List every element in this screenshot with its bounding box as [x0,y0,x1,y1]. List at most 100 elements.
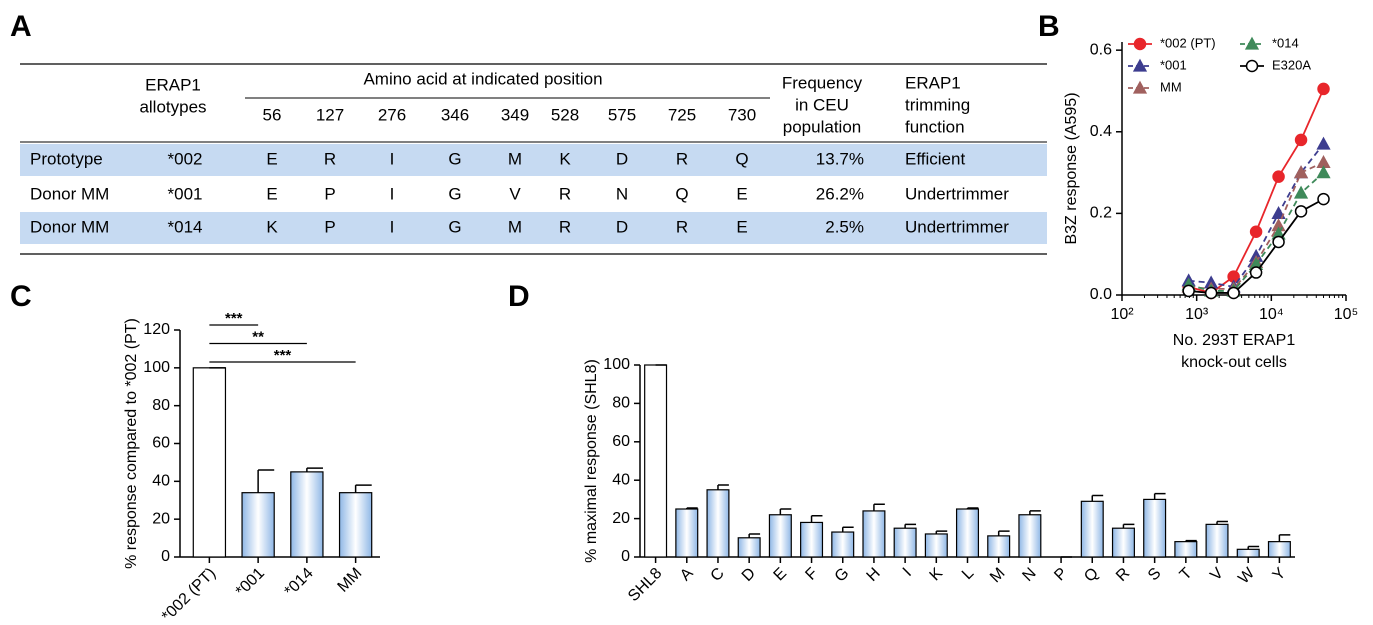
y-tick-label: 0.6 [1090,41,1112,58]
table-cell: R [559,217,571,236]
legend-label: MM [1160,79,1182,94]
x-tick-label: I [900,565,915,580]
x-tick-label: 10⁴ [1259,306,1284,323]
error-bar [686,507,698,509]
x-tick-label: *001 [233,565,268,600]
x-axis-label: No. 293T ERAP1 [1173,332,1296,349]
error-bar [904,523,917,529]
y-tick-label: 0 [621,548,630,565]
column-header: trimming [905,95,970,114]
error-bar [1029,510,1041,515]
table-cell: P [324,184,335,203]
bar [800,521,824,558]
legend-label: E320A [1272,57,1311,72]
x-tick-label: M [987,565,1008,586]
error-bar [1122,523,1135,529]
column-header: allotypes [139,97,206,116]
y-tick-label: 120 [143,321,170,338]
bar [644,364,668,558]
table-cell: E [266,184,277,203]
error-bar [1216,520,1228,525]
column-header: Frequency [782,73,863,92]
panel-label: A [10,10,32,43]
table-cell: I [390,149,395,168]
x-tick-label: SHL8 [625,565,665,605]
table-cell: 26.2% [816,184,864,203]
column-header: 725 [668,105,696,124]
table-cell: Efficient [905,149,965,168]
y-tick-label: 60 [152,435,170,452]
table-cell: V [509,184,521,203]
table-cell: R [324,149,336,168]
x-tick-label: E [771,565,791,585]
table-cell: Undertrimmer [905,217,1009,236]
marker [1316,136,1331,150]
y-tick-label: 60 [612,433,630,450]
x-tick-label: Q [1081,565,1102,586]
column-group-header: Amino acid at indicated position [363,69,602,88]
panel-label: D [508,280,530,313]
x-axis-label: knock-out cells [1181,354,1287,371]
y-tick-label: 40 [612,471,630,488]
significance-label: *** [274,347,292,364]
column-header: 276 [378,105,406,124]
y-tick-label: 40 [152,473,170,490]
bar [192,367,227,558]
table-cell: G [448,149,461,168]
error-bar [935,530,948,534]
marker [1316,165,1331,179]
table-cell: R [559,184,571,203]
column-header: ERAP1 [905,73,961,92]
x-tick-label: N [1019,565,1039,585]
error-bar [997,530,1010,536]
bar [706,489,730,558]
table-cell: G [448,217,461,236]
x-tick-label: R [1113,565,1133,585]
y-tick-label: 20 [612,510,630,527]
table-cell: Prototype [30,149,103,168]
x-tick-label: L [959,565,977,583]
marker [1227,286,1240,300]
y-tick-label: 0 [161,548,170,565]
error-bar [1247,545,1260,550]
table-cell: P [324,217,335,236]
table-cell: Donor MM [30,184,109,203]
y-tick-label: 0.0 [1090,286,1112,303]
x-tick-label: K [927,565,947,585]
table-cell: M [508,149,522,168]
error-bar [873,503,885,511]
x-tick-label: Y [1270,565,1290,585]
panel-label: C [10,280,32,313]
error-bar [1091,494,1104,502]
bar [1143,498,1167,558]
column-header: population [783,117,861,136]
x-tick-label: D [739,565,759,585]
legend-marker [1245,59,1259,73]
table-cell: M [508,217,522,236]
bar [338,492,373,558]
table-cell: E [266,149,277,168]
y-axis-label: B3Z response (A595) [1063,92,1080,244]
x-tick-label: P [1051,565,1071,585]
x-tick-label: T [1177,565,1196,584]
bar [241,492,275,558]
legend-marker [1133,37,1147,51]
marker [1293,185,1309,199]
x-tick-label: S [1145,565,1165,585]
bar [1174,541,1198,558]
legend-label: *001 [1160,57,1187,72]
marker [1272,235,1285,249]
legend-label: *014 [1272,35,1299,50]
error-bar [717,484,729,490]
column-header: 730 [728,105,756,124]
error-bar [841,526,854,533]
marker [1293,165,1309,179]
table-cell: I [390,184,395,203]
marker [1182,284,1195,298]
table-cell: Q [735,149,748,168]
y-tick-label: 100 [143,359,170,376]
y-tick-label: 0.2 [1090,205,1112,222]
table-cell: E [736,184,747,203]
x-tick-label: H [864,565,884,585]
significance-label: ** [252,328,264,345]
